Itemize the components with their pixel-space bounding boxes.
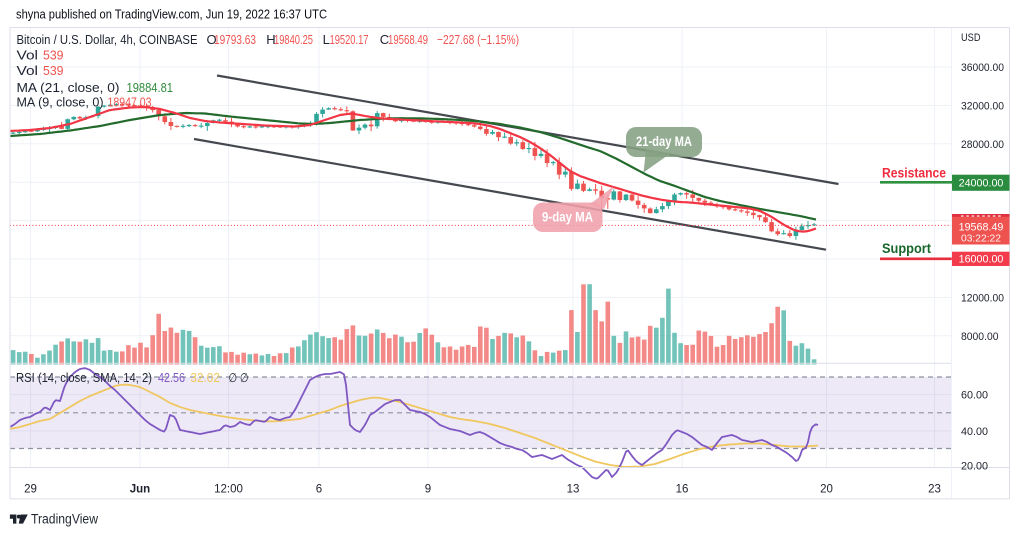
svg-text:539: 539 — [43, 63, 64, 78]
svg-text:−227.68 (−1.15%): −227.68 (−1.15%) — [437, 32, 519, 47]
svg-text:shyna published on TradingView: shyna published on TradingView.com, Jun … — [16, 8, 327, 22]
svg-text:8000.00: 8000.00 — [961, 331, 999, 343]
svg-text:19840.25: 19840.25 — [274, 32, 313, 47]
svg-text:Resistance: Resistance — [882, 166, 946, 181]
svg-text:MA (9, close, 0): MA (9, close, 0) — [17, 95, 104, 110]
svg-text:Jun: Jun — [130, 484, 150, 496]
svg-text:60.00: 60.00 — [961, 390, 988, 402]
svg-text:29: 29 — [24, 484, 37, 496]
svg-text:H: H — [266, 32, 275, 47]
svg-text:21-day MA: 21-day MA — [636, 134, 692, 149]
svg-text:19884.81: 19884.81 — [127, 80, 174, 95]
svg-text:12000.00: 12000.00 — [961, 292, 1004, 304]
svg-text:19568.49: 19568.49 — [959, 222, 1004, 234]
svg-text:19568.49: 19568.49 — [388, 32, 428, 47]
svg-text:40.00: 40.00 — [961, 426, 988, 438]
svg-text:18947.03: 18947.03 — [108, 95, 152, 110]
svg-text:539: 539 — [43, 48, 64, 63]
svg-text:20: 20 — [820, 484, 833, 496]
svg-text:36000.00: 36000.00 — [961, 62, 1004, 74]
svg-text:16000.00: 16000.00 — [959, 254, 1004, 266]
svg-text:12:00: 12:00 — [214, 484, 243, 496]
svg-text:C: C — [380, 32, 389, 47]
svg-text:16: 16 — [676, 484, 689, 496]
svg-text:20.00: 20.00 — [961, 461, 988, 473]
svg-text:28000.00: 28000.00 — [961, 139, 1004, 151]
svg-text:24000.00: 24000.00 — [959, 178, 1004, 190]
svg-text:03:22:22: 03:22:22 — [961, 234, 1001, 245]
svg-text:19520.17: 19520.17 — [330, 32, 369, 47]
svg-text:TradingView: TradingView — [31, 512, 98, 527]
svg-text:9: 9 — [425, 484, 431, 496]
svg-text:23: 23 — [928, 484, 941, 496]
svg-text:Support: Support — [882, 241, 931, 256]
svg-text:32000.00: 32000.00 — [961, 100, 1004, 112]
svg-text:19793.63: 19793.63 — [214, 32, 256, 47]
svg-text:13: 13 — [567, 484, 580, 496]
svg-text:6: 6 — [316, 484, 322, 496]
svg-text:O: O — [207, 32, 217, 47]
svg-text:RSI (14, close, SMA, 14, 2): RSI (14, close, SMA, 14, 2) — [16, 371, 152, 385]
svg-text:L: L — [323, 32, 330, 47]
svg-text:32.02: 32.02 — [190, 371, 220, 385]
svg-text:MA (21, close, 0): MA (21, close, 0) — [17, 80, 120, 95]
svg-text:Vol: Vol — [17, 63, 39, 78]
svg-text:Vol: Vol — [17, 48, 39, 63]
svg-text:42.56: 42.56 — [158, 371, 185, 385]
svg-text:9-day MA: 9-day MA — [542, 210, 593, 225]
svg-text:Bitcoin / U.S. Dollar, 4h, COI: Bitcoin / U.S. Dollar, 4h, COINBASE — [17, 32, 198, 47]
svg-text:∅ ∅: ∅ ∅ — [229, 371, 249, 385]
svg-text:USD: USD — [961, 32, 981, 44]
